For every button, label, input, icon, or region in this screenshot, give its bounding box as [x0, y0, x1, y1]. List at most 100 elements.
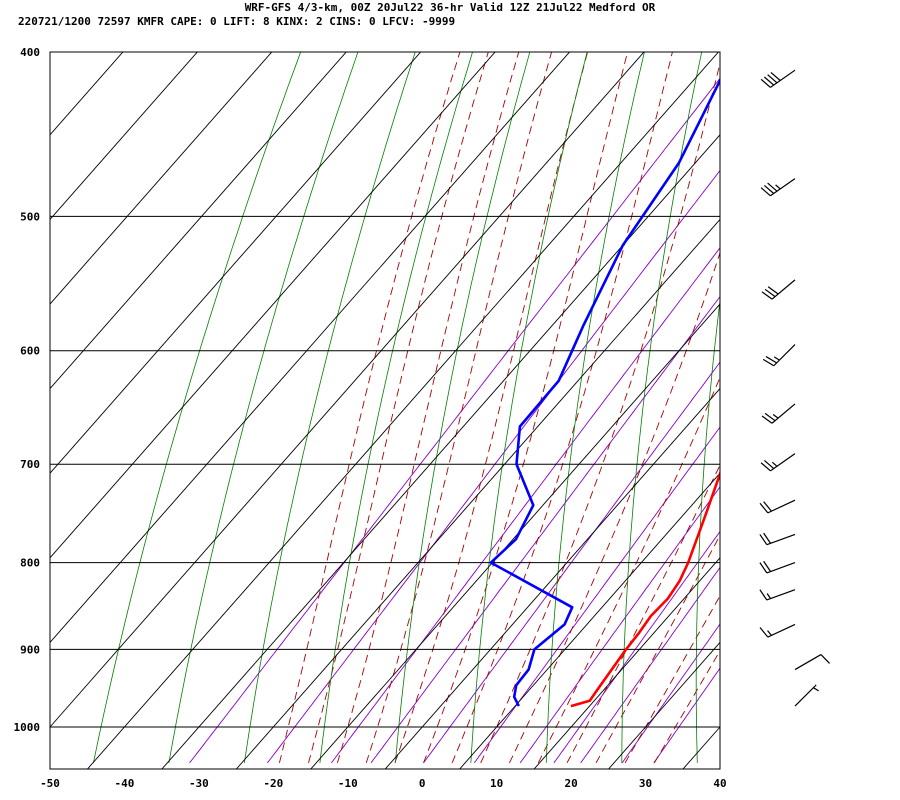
temperature-tick-label: 10 [490, 777, 503, 790]
wind-barb-full [760, 78, 771, 88]
mixing-ratio-line [189, 77, 720, 764]
wind-barb-staff [767, 623, 796, 638]
dry-adiabat-line [395, 52, 531, 763]
wind-barb [761, 279, 796, 300]
wind-barb-half [766, 593, 772, 599]
isotherm-line [459, 472, 720, 769]
isotherm-line [86, 52, 720, 769]
wind-barb-staff [767, 499, 796, 514]
moist-adiabat-line [278, 52, 461, 764]
moist-adiabat-line [537, 376, 720, 764]
wind-barb-half [813, 687, 819, 692]
wind-barb-full [765, 356, 777, 364]
wind-barb-full [764, 288, 776, 298]
temperature-tick-label: 30 [639, 777, 652, 790]
dry-adiabat-line [470, 52, 588, 763]
moist-adiabat-line [365, 52, 553, 764]
wind-barb-full [762, 358, 775, 367]
mixing-ratio-line [370, 295, 720, 764]
wind-barb-full [760, 187, 771, 197]
wind-barb-full [770, 71, 781, 81]
isotherm-line [50, 52, 422, 474]
wind-barb-full [761, 291, 773, 300]
wind-barb-half [773, 356, 780, 361]
dry-adiabat-line [244, 52, 416, 763]
temperature-tick-label: -30 [189, 777, 209, 790]
mixing-ratio-line [653, 667, 720, 764]
wind-barb-half [771, 461, 778, 467]
chart-title: WRF-GFS 4/3-km, 00Z 20Jul22 36-hr Valid … [245, 1, 656, 14]
pressure-tick-label: 1000 [14, 721, 41, 734]
pressure-tick-label: 700 [20, 458, 40, 471]
dry-adiabat-line [695, 297, 720, 763]
isotherm-line [682, 726, 720, 769]
wind-barb-staff [766, 562, 796, 574]
mixing-ratio-line [621, 623, 720, 764]
temperature-tick-label: -20 [263, 777, 283, 790]
wind-barbs [759, 69, 831, 707]
mixing-ratio-line [331, 247, 720, 764]
temperature-tick-label: 0 [419, 777, 426, 790]
isotherm-line [0, 14, 82, 770]
wind-barb-full [763, 76, 775, 86]
dry-adiabat-line [319, 52, 473, 763]
pressure-tick-label: 600 [20, 345, 40, 358]
wind-barb-staff [766, 533, 796, 546]
isotherm-line [310, 303, 720, 769]
station-indices: 220721/1200 72597 KMFR CAPE: 0 LIFT: 8 K… [18, 15, 455, 28]
wind-barb [760, 453, 796, 472]
dry-adiabat-line [621, 52, 703, 763]
temperature-tick-label: 40 [713, 777, 726, 790]
wind-barb-staff [794, 654, 822, 671]
wind-barb-full [767, 74, 778, 84]
moist-adiabat-line [624, 595, 720, 764]
dry-adiabat-line [93, 52, 302, 763]
moist-adiabat-line [480, 61, 720, 764]
temperature-tick-labels: -50 -40 -30 -20 -10 0 10 20 30 40 [40, 777, 727, 790]
wind-barb-staff [770, 178, 796, 197]
temperature-line [570, 469, 720, 708]
wind-barb-full [763, 532, 772, 544]
mixing-ratio-line [473, 426, 720, 764]
wind-barb [759, 499, 796, 514]
wind-barb-staff [771, 279, 796, 300]
isotherm-line [533, 557, 720, 769]
wind-barb-full [761, 415, 773, 424]
pressure-tick-label: 900 [20, 643, 40, 656]
wind-barb-half [767, 630, 772, 636]
moist-adiabat-line [308, 52, 489, 764]
wind-barb-staff [770, 453, 796, 472]
moist-adiabat-line [508, 251, 720, 764]
wind-barb-full [820, 654, 831, 664]
moist-adiabat-line [566, 464, 720, 764]
wind-barb-staff [766, 589, 796, 601]
dry-adiabat-line [545, 52, 645, 763]
mixing-ratio-line [267, 169, 720, 764]
wind-barb-half [775, 184, 781, 190]
wind-barb-half [772, 413, 779, 419]
pressure-tick-label: 400 [20, 46, 40, 59]
wind-barb-full [763, 184, 775, 194]
grid [0, 14, 720, 770]
moist-adiabat-line [653, 649, 720, 764]
wind-barb-full [759, 534, 768, 546]
wind-barb [759, 589, 796, 601]
isotherm-line [384, 387, 720, 769]
wind-barb-full [764, 412, 776, 422]
wind-barb-full [759, 502, 769, 514]
isotherm-line [50, 52, 645, 728]
isotherm-line [50, 52, 198, 221]
temperature-tick-label: -50 [40, 777, 60, 790]
wind-barb [759, 532, 796, 546]
wind-barb-full [763, 560, 772, 572]
background-lines [93, 14, 879, 764]
wind-barb-full [767, 182, 778, 192]
pressure-tick-labels: 400 500 600 700 800 900 1000 [14, 46, 41, 734]
isotherm-line [235, 218, 720, 769]
wind-barb-full [759, 589, 768, 601]
dewpoint-line [489, 77, 720, 707]
isotherm-line [50, 52, 124, 136]
dry-adiabat-line [838, 14, 879, 763]
wind-barb [761, 403, 796, 424]
mixing-ratio-line [580, 566, 720, 764]
